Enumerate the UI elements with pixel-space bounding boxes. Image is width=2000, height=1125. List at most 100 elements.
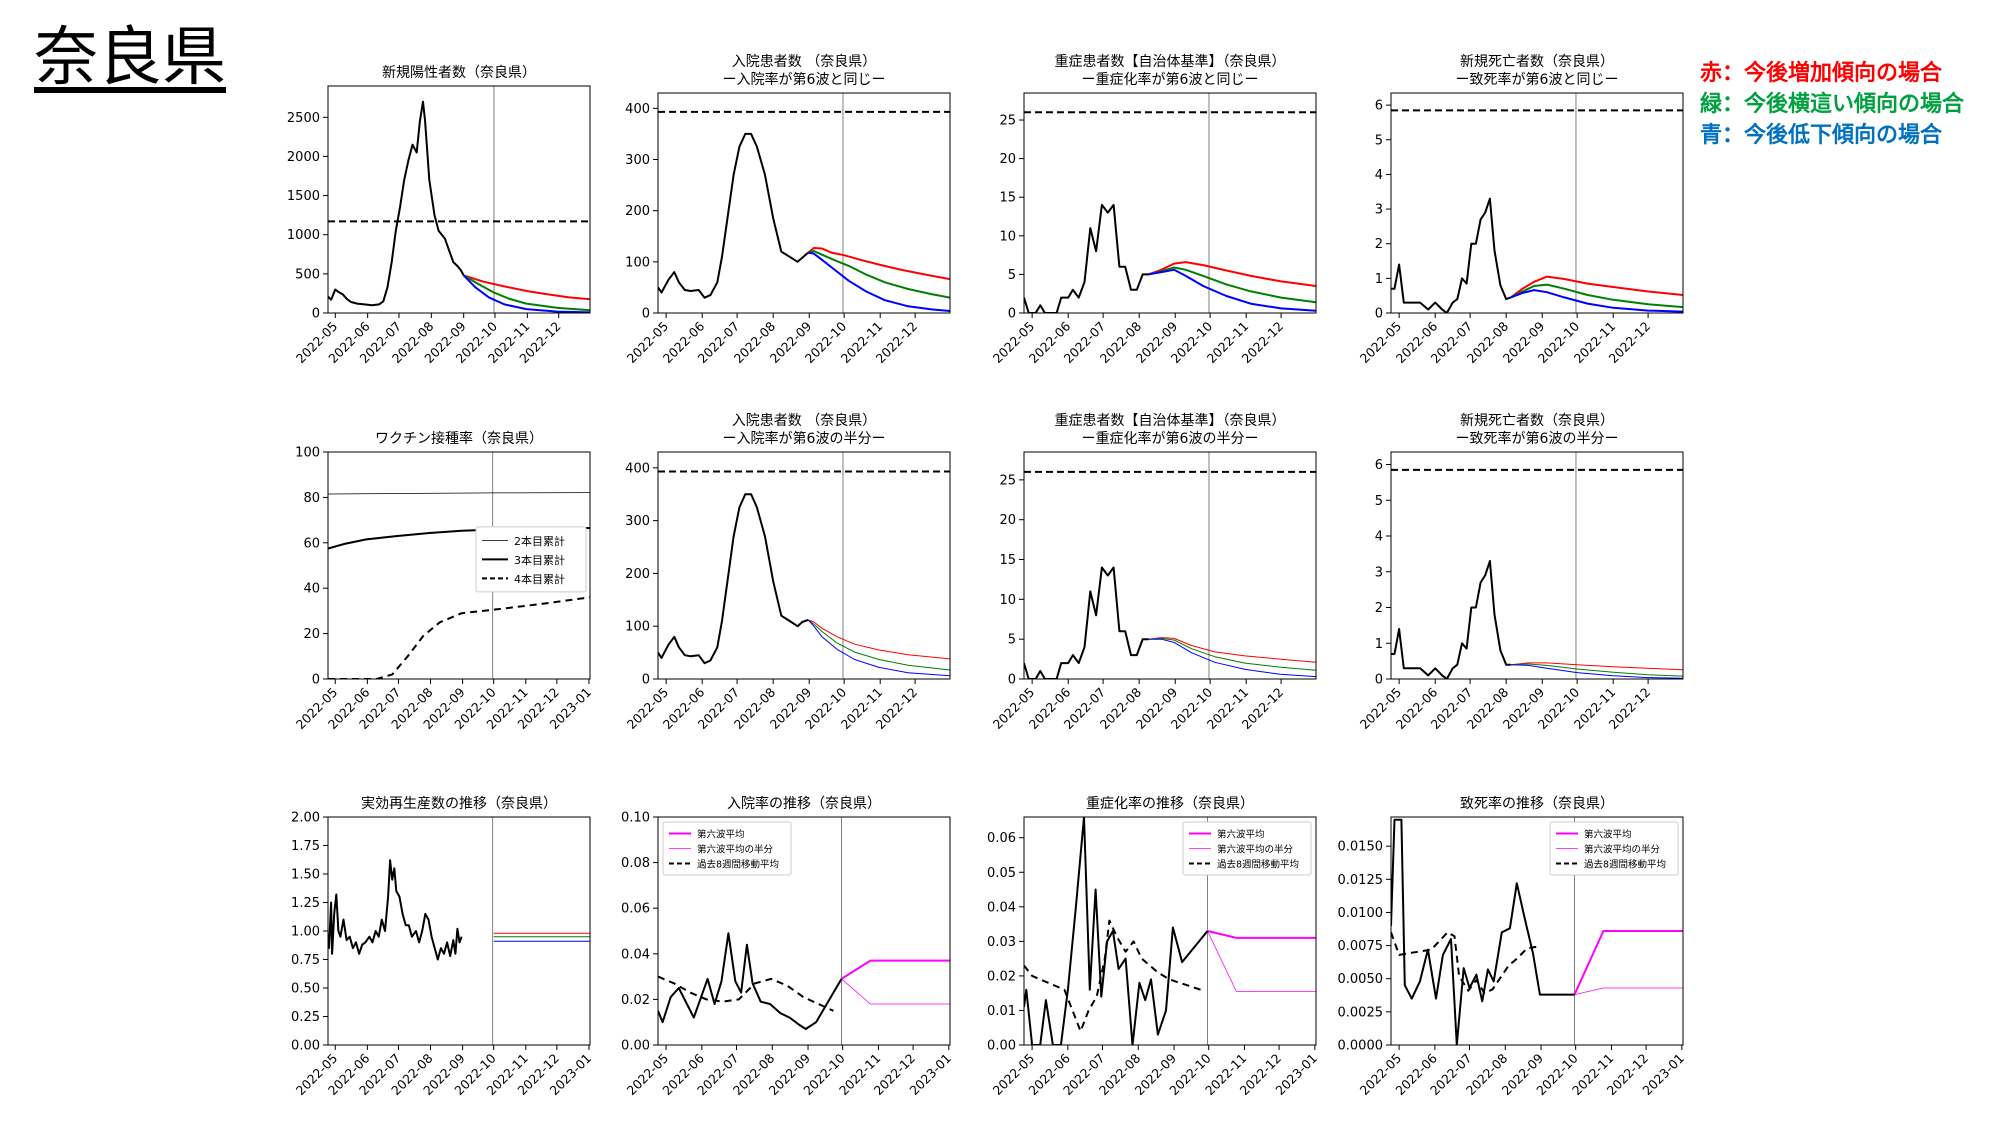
y-tick-label: 200 [625,204,650,219]
series-line [1024,566,1149,679]
y-tick-label: 25 [999,114,1016,129]
legend-frame [662,821,792,876]
y-tick-label: 0.06 [621,902,650,917]
series-line [1573,930,1683,996]
y-tick-label: 0.08 [621,856,650,871]
y-tick-label: 300 [625,514,650,529]
series-line [807,619,950,671]
series-group [328,100,590,313]
series-line [807,251,950,312]
legend-label: 第六波平均の半分 [697,843,774,855]
y-tick-label: 2.00 [291,811,320,826]
y-tick-label: 1000 [287,228,320,243]
y-tick-label: 40 [303,582,320,597]
plot-frame [657,92,951,314]
y-tick-label: 20 [303,627,320,642]
y-tick-label: 0 [1008,307,1016,322]
y-tick-label: 5 [1375,133,1383,148]
series-line [1391,560,1511,679]
chart-panel: 実効再生産数の推移（奈良県） 0.00 0.25 0.50 0.75 1.00 1.25 1.… [291,796,594,1098]
chart-title: 入院率の推移（奈良県） [727,795,881,812]
series-line [1148,266,1316,304]
series-line [462,274,590,313]
series-line [1391,931,1537,995]
y-tick-label: 100 [625,620,650,635]
plot-frame [327,85,591,314]
legend-label: 3本目累計 [514,553,565,567]
chart-panel: 重症化率の推移（奈良県） 0.00 0.01 0.02 0.03 0.04 0.05 0.06… [987,795,1320,1098]
y-tick-label: 0.00 [987,1039,1016,1054]
y-tick-label: 0.0000 [1338,1039,1384,1054]
y-tick-label: 4 [1375,530,1383,545]
series-line [807,250,950,299]
series-line [1207,930,1316,992]
y-tick-label: 4 [1375,168,1383,183]
legend-label: 第六波平均 [1217,828,1265,840]
y-tick-label: 3 [1375,565,1383,580]
chart-subtitle: ー致死率が第6波の半分ー [1456,430,1619,447]
legend-label: 過去8週間移動平均 [697,858,779,870]
series-line [658,932,843,1030]
chart-panel: 入院患者数 （奈良県）ー入院率が第6波と同じー01002003004002022… [624,54,951,366]
series-line [1510,275,1683,299]
y-tick-label: 15 [999,191,1016,206]
y-tick-label: 1.00 [291,925,320,940]
chart-panel: 重症患者数【自治体基準】（奈良県）ー重症化率が第6波と同じー 0 5 10 15 20 25… [990,53,1317,366]
chart-title: 新規陽性者数（奈良県） [382,65,536,81]
y-tick-label: 0 [1375,673,1383,688]
chart-legend: 2本目累計 3本目累計 4本目累計 [475,526,587,593]
chart-title: 実効再生産数の推移（奈良県） [361,796,557,812]
chart-subtitle: ー入院率が第6波と同じー [723,71,886,88]
chart-title: 新規死亡者数（奈良県） [1460,413,1614,429]
y-tick-label: 2500 [287,111,320,126]
y-tick-label: 0.0100 [1338,906,1384,921]
series-line [328,859,463,961]
chart-title: 入院患者数 （奈良県） [732,413,876,429]
series-group [1391,197,1683,313]
y-tick-label: 0.75 [291,953,320,968]
legend-green: 緑：今後横這い傾向の場合 [1700,92,1965,117]
y-tick-label: 1500 [287,189,320,204]
series-group [328,859,590,961]
y-tick-label: 0.04 [621,947,650,962]
series-line [1207,930,1316,939]
plot-frame [1023,816,1317,1046]
y-tick-label: 0.05 [987,866,1016,881]
y-tick-label: 20 [999,513,1016,528]
series-line [1148,637,1316,671]
chart-panel: 入院率の推移（奈良県）0.000.020.040.060.080.102022-… [621,795,954,1098]
legend-label: 過去8週間移動平均 [1584,858,1666,870]
legend-red: 赤：今後増加傾向の場合 [1700,61,1943,86]
series-line [1024,817,1209,1045]
series-line [658,493,809,665]
legend-frame [475,526,587,593]
series-line [1391,197,1512,313]
y-tick-label: 5 [1375,494,1383,509]
legend-label: 2本目累計 [514,534,565,548]
legend-label: 第六波平均 [697,828,745,840]
plot-frame [1023,451,1317,680]
y-tick-label: 0.10 [621,811,650,826]
series-line [1510,289,1683,313]
y-tick-label: 0 [1008,673,1016,688]
series-group [1391,818,1683,1045]
y-tick-label: 0 [312,307,320,322]
legend-label: 第六波平均の半分 [1217,843,1294,855]
y-tick-label: 20 [999,152,1016,167]
series-line [1391,818,1575,1045]
plot-frame [1023,92,1317,314]
series-line [463,274,590,312]
series-line [1148,268,1316,312]
series-line [1148,637,1316,663]
legend-label: 4本目累計 [514,572,565,586]
y-tick-label: 0.03 [987,935,1016,950]
y-tick-label: 200 [625,567,650,582]
plot-frame [1390,816,1684,1046]
chart-title: 致死率の推移（奈良県） [1460,795,1614,812]
chart-title: 入院患者数 （奈良県） [732,54,876,70]
y-tick-label: 0.02 [987,969,1016,984]
y-tick-label: 0 [1375,307,1383,322]
